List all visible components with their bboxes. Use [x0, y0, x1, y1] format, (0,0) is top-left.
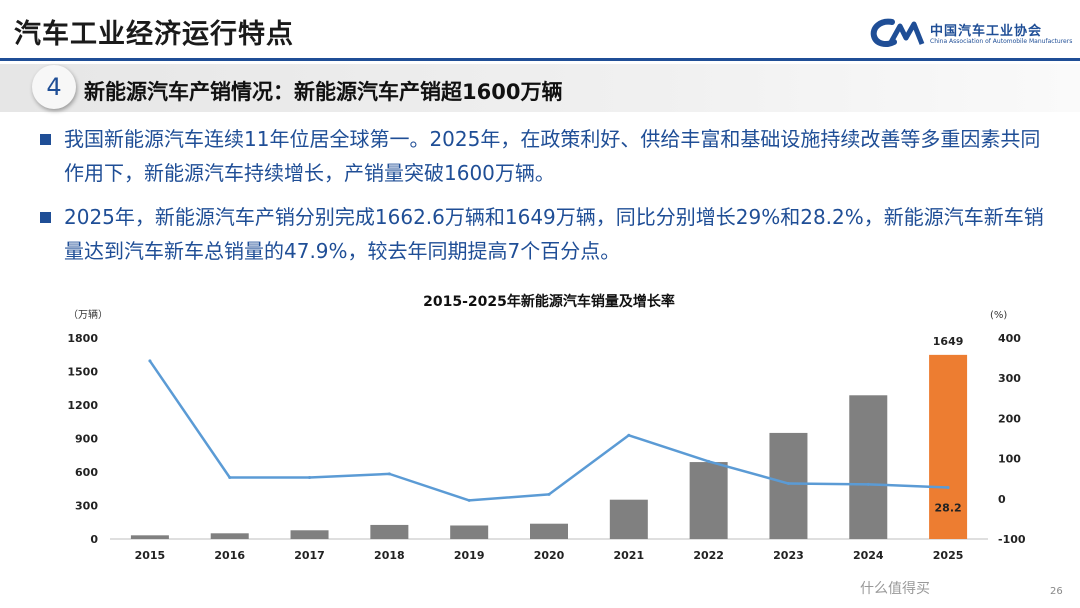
x-tick-label: 2024	[853, 549, 884, 562]
y-tick-label: 900	[75, 433, 98, 446]
logo-chinese-name: 中国汽车工业协会	[930, 24, 1043, 39]
bar-2018	[370, 524, 409, 539]
logo-english-name: China Association of Automobile Manufact…	[930, 38, 1073, 45]
bar-2015	[130, 535, 169, 539]
bullet-item: 2025年，新能源汽车产销分别完成1662.6万辆和1649万辆，同比分别增长2…	[40, 200, 1050, 268]
header-divider	[0, 58, 1080, 61]
y2-tick-label: -100	[998, 533, 1026, 546]
bar-2025	[929, 354, 968, 539]
growth-rate-point	[467, 498, 471, 502]
sales-growth-chart: 2015-2025年新能源汽车销量及增长率 （万辆） (%) 0 300 600 900 12…	[67, 293, 1026, 562]
y-tick-label: 1800	[67, 332, 98, 345]
line-data-label: 28.2	[935, 501, 962, 514]
bullet-square-icon	[40, 134, 51, 145]
y-tick-label: 300	[75, 500, 98, 513]
bullet-list: 我国新能源汽车连续11年位居全球第一。2025年，在政策利好、供给丰富和基础设施…	[40, 122, 1050, 278]
x-tick-label: 2018	[374, 549, 405, 562]
y2-tick-label: 300	[998, 372, 1021, 385]
bar-data-label: 1649	[933, 335, 964, 348]
y2-tick-label: 400	[998, 332, 1021, 345]
x-tick-label: 2023	[773, 549, 804, 562]
growth-rate-point	[148, 359, 152, 363]
growth-rate-point	[946, 485, 950, 489]
growth-rate-point	[866, 482, 870, 486]
watermark-text: 什么值得买	[860, 581, 930, 597]
bar-2024	[849, 395, 888, 539]
growth-rate-point	[627, 433, 631, 437]
y2-tick-label: 100	[998, 453, 1021, 466]
x-tick-label: 2022	[693, 549, 724, 562]
bar-2022	[689, 462, 728, 539]
x-tick-label: 2021	[614, 549, 645, 562]
x-tick-label: 2019	[454, 549, 485, 562]
y-tick-label: 1500	[67, 366, 98, 379]
caam-logo: 中国汽车工业协会 China Association of Automobile…	[870, 18, 1073, 52]
bullet-text: 2025年，新能源汽车产销分别完成1662.6万辆和1649万辆，同比分别增长2…	[64, 205, 1044, 263]
bullet-text: 我国新能源汽车连续11年位居全球第一。2025年，在政策利好、供给丰富和基础设施…	[64, 127, 1041, 185]
x-tick-label: 2020	[534, 549, 565, 562]
chart-title: 2015-2025年新能源汽车销量及增长率	[423, 293, 675, 310]
bar-2016	[210, 533, 249, 539]
y-tick-label: 0	[90, 533, 98, 546]
bullet-item: 我国新能源汽车连续11年位居全球第一。2025年，在政策利好、供给丰富和基础设施…	[40, 122, 1050, 190]
section-banner	[0, 64, 1080, 112]
y-tick-label: 1200	[67, 399, 98, 412]
bar-2017	[290, 530, 329, 539]
y2-tick-label: 200	[998, 412, 1021, 425]
y-axis-label: （万辆）	[68, 308, 108, 321]
y-tick-label: 600	[75, 466, 98, 479]
slide-title: 汽车工业经济运行特点	[14, 19, 294, 50]
bar-2020	[530, 523, 568, 539]
growth-rate-point	[228, 475, 232, 479]
bullet-square-icon	[40, 212, 51, 223]
x-tick-label: 2017	[294, 549, 325, 562]
bar-2021	[609, 499, 648, 539]
slide-header: 汽车工业经济运行特点 中国汽车工业协会 China Association of…	[0, 0, 1080, 62]
x-tick-label: 2015	[135, 549, 166, 562]
section-number: 4	[32, 65, 76, 109]
section-title: 新能源汽车产销情况：新能源汽车产销超1600万辆	[84, 80, 563, 104]
bar-2023	[769, 432, 808, 539]
growth-rate-point	[308, 475, 312, 479]
y2-tick-label: 0	[998, 493, 1006, 506]
y2-axis-label: (%)	[990, 310, 1007, 321]
growth-rate-point	[786, 482, 790, 486]
x-tick-label: 2025	[933, 549, 964, 562]
page-number: 26	[1050, 586, 1063, 597]
growth-rate-point	[547, 492, 551, 496]
growth-rate-point	[387, 472, 391, 476]
growth-rate-point	[707, 459, 711, 463]
growth-rate-line	[148, 360, 949, 502]
x-tick-label: 2016	[214, 549, 245, 562]
caam-logo-icon	[870, 18, 925, 47]
bar-2019	[450, 525, 489, 539]
